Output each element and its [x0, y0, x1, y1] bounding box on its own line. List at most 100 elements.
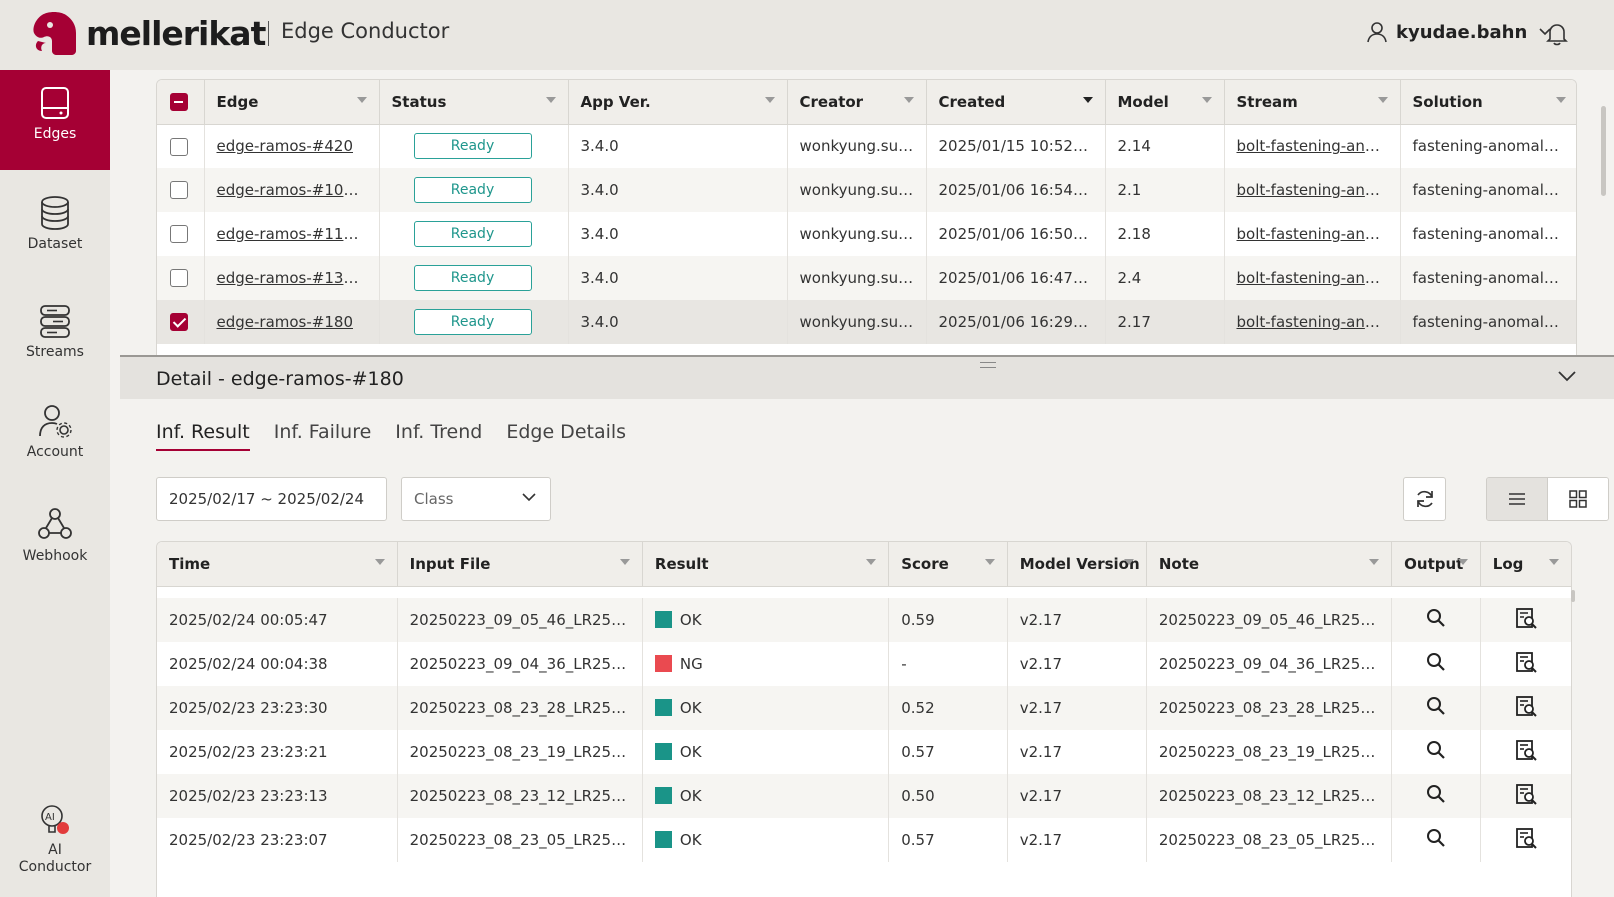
column-header-edge[interactable]: Edge [204, 80, 380, 125]
column-header-time[interactable]: Time [157, 542, 398, 587]
sort-icon[interactable] [1377, 97, 1388, 103]
list-view-button[interactable] [1487, 478, 1548, 520]
sort-icon[interactable] [764, 97, 775, 103]
tab-edge-details[interactable]: Edge Details [506, 421, 627, 443]
row-checkbox[interactable] [170, 269, 188, 288]
table-row[interactable]: edge-ramos-#110_M... Ready 3.4.0 wonkyun… [157, 212, 1576, 256]
list-view-icon [1509, 493, 1525, 505]
row-checkbox[interactable] [170, 181, 188, 200]
magnifier-icon[interactable] [1426, 652, 1446, 672]
column-header-created[interactable]: Created [926, 80, 1106, 125]
tab-inf-result[interactable]: Inf. Result [156, 421, 250, 451]
sort-icon[interactable] [619, 559, 630, 565]
sort-icon[interactable] [545, 97, 556, 103]
sort-icon[interactable] [1201, 97, 1212, 103]
magnifier-icon[interactable] [1426, 828, 1446, 848]
log-search-icon[interactable] [1515, 739, 1537, 761]
table-row-selected[interactable]: edge-ramos-#180 Ready 3.4.0 wonkyung.sun… [157, 300, 1576, 344]
table-row[interactable]: edge-ramos-#100 in... Ready 3.4.0 wonkyu… [157, 168, 1576, 212]
log-search-icon[interactable] [1515, 827, 1537, 849]
refresh-button[interactable] [1403, 477, 1446, 521]
magnifier-icon[interactable] [1426, 740, 1446, 760]
grid-view-button[interactable] [1548, 478, 1608, 520]
column-header-model-version[interactable]: Model Version [1007, 542, 1147, 587]
sort-icon[interactable] [1369, 559, 1380, 565]
class-select[interactable]: Class [401, 477, 551, 521]
table-row[interactable]: 2025/02/23 23:23:30 20250223_08_23_28_LR2… [157, 686, 1571, 730]
column-header-result[interactable]: Result [642, 542, 890, 587]
stream-link[interactable]: bolt-fastening-anom... [1236, 313, 1400, 331]
sort-icon[interactable] [1082, 97, 1093, 103]
sort-icon[interactable] [903, 97, 914, 103]
stream-link[interactable]: bolt-fastening-anom... [1236, 269, 1400, 287]
sidebar-item-ai-conductor[interactable]: AI AI Conductor [0, 804, 110, 876]
sidebar-item-streams[interactable]: Streams [0, 304, 110, 361]
stream-link[interactable]: bolt-fastening-anom... [1236, 181, 1400, 199]
column-header-score[interactable]: Score [888, 542, 1008, 587]
table-row[interactable]: edge-ramos-#420 Ready 3.4.0 wonkyung.sun… [157, 124, 1576, 168]
column-header-model[interactable]: Model [1105, 80, 1225, 125]
sidebar-item-edges[interactable]: Edges [0, 70, 110, 170]
magnifier-icon[interactable] [1426, 784, 1446, 804]
stream-link[interactable]: bolt-fastening-anom... [1236, 225, 1400, 243]
log-search-icon[interactable] [1515, 695, 1537, 717]
table-row[interactable]: edge-ramos-#130_... Ready 3.4.0 wonkyung… [157, 256, 1576, 300]
log-search-icon[interactable] [1515, 651, 1537, 673]
edge-link[interactable]: edge-ramos-#110_M... [216, 225, 379, 243]
stream-link[interactable]: bolt-fastening-anom... [1236, 137, 1400, 156]
row-checkbox[interactable] [170, 313, 188, 332]
magnifier-icon[interactable] [1426, 608, 1446, 628]
score-cell: 0.52 [888, 686, 1008, 730]
detail-panel-header[interactable]: Detail - edge-ramos-#180 [120, 355, 1614, 399]
sort-icon[interactable] [374, 559, 385, 565]
sidebar-item-webhook[interactable]: Webhook [0, 506, 110, 565]
edge-link[interactable]: edge-ramos-#100 in... [216, 181, 379, 199]
select-all-checkbox[interactable] [157, 80, 205, 125]
column-header-output[interactable]: Output [1391, 542, 1481, 587]
sort-icon[interactable] [1457, 559, 1468, 565]
table-row[interactable]: 2025/02/23 23:23:07 20250223_08_23_05_LR2… [157, 818, 1571, 862]
collapse-chevron-icon[interactable] [1558, 370, 1576, 382]
edge-link[interactable]: edge-ramos-#180 [216, 313, 354, 331]
date-range-input[interactable]: 2025/02/17 ~ 2025/02/24 [156, 477, 387, 521]
user-menu[interactable]: kyudae.bahn [1366, 21, 1551, 43]
tab-inf-trend[interactable]: Inf. Trend [395, 421, 483, 443]
column-header-input-file[interactable]: Input File [397, 542, 643, 587]
edges-table-scrollbar[interactable] [1601, 106, 1606, 196]
table-header-row: Time Input File Result Score Model Versi… [157, 542, 1571, 587]
column-header-status[interactable]: Status [379, 80, 569, 125]
edge-link[interactable]: edge-ramos-#420 [216, 137, 354, 156]
column-header-app-ver[interactable]: App Ver. [568, 80, 788, 125]
column-header-stream[interactable]: Stream [1224, 80, 1401, 125]
sort-icon[interactable] [1556, 97, 1566, 103]
log-search-icon[interactable] [1515, 783, 1537, 805]
edge-link[interactable]: edge-ramos-#130_... [216, 269, 375, 287]
table-row[interactable]: 2025/02/24 00:04:38 20250223_09_04_36_LR2… [157, 642, 1571, 686]
row-checkbox[interactable] [170, 225, 188, 244]
logo[interactable]: mellerikat [30, 11, 266, 55]
result-table-scrollbar[interactable] [1571, 590, 1575, 602]
table-row[interactable]: 2025/02/23 23:23:13 20250223_08_23_12_LR2… [157, 774, 1571, 818]
column-header-creator[interactable]: Creator [787, 80, 927, 125]
sort-icon[interactable] [1549, 559, 1559, 565]
sort-icon[interactable] [866, 559, 877, 565]
log-search-icon[interactable] [1515, 607, 1537, 629]
column-header-solution[interactable]: Solution [1400, 80, 1576, 125]
created-cell: 2025/01/06 16:47:41 [926, 256, 1106, 300]
sidebar-item-dataset[interactable]: Dataset [0, 196, 110, 253]
column-header-note[interactable]: Note [1146, 542, 1393, 587]
sort-icon[interactable] [356, 97, 367, 103]
table-row[interactable]: 2025/02/23 23:23:21 20250223_08_23_19_LR2… [157, 730, 1571, 774]
sort-icon[interactable] [1123, 559, 1134, 565]
table-row[interactable]: 2025/02/24 00:05:47 20250223_09_05_46_LR2… [157, 598, 1571, 642]
resize-handle[interactable] [980, 362, 996, 368]
sidebar-item-account[interactable]: Account [0, 404, 110, 461]
notification-bell-icon[interactable] [1546, 22, 1568, 46]
sort-icon[interactable] [984, 559, 995, 565]
magnifier-icon[interactable] [1426, 696, 1446, 716]
row-checkbox[interactable] [170, 137, 188, 156]
tab-inf-failure[interactable]: Inf. Failure [273, 421, 372, 443]
input-file-cell: 20250223_09_04_36_LR250... [397, 642, 643, 686]
column-header-log[interactable]: Log [1480, 542, 1571, 587]
input-file-cell: 20250223_08_23_19_LR2505... [397, 730, 643, 774]
